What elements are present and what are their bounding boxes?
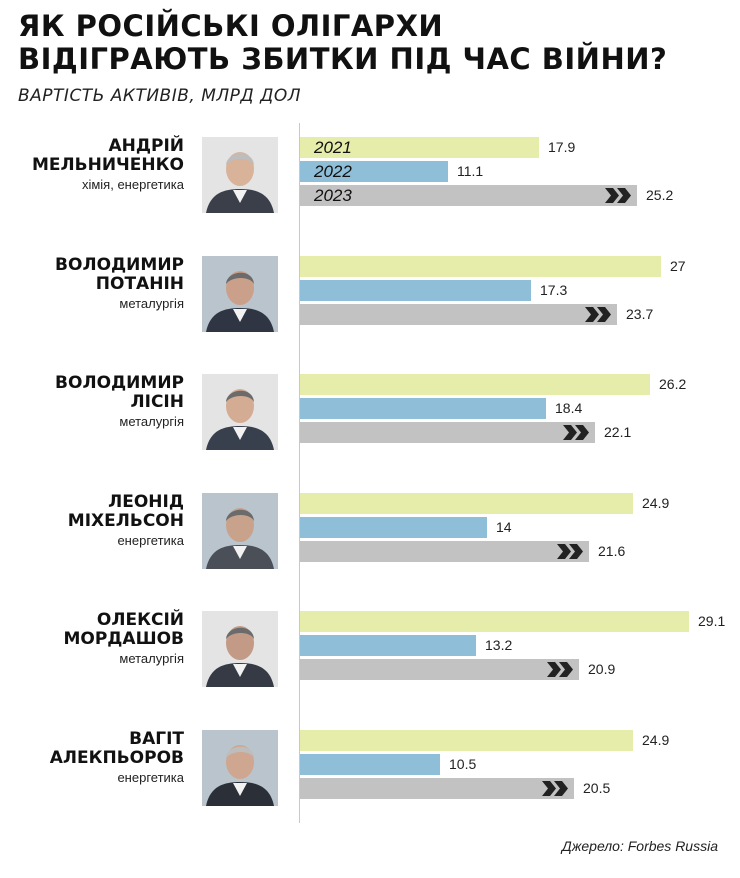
bar-2023 xyxy=(300,303,617,325)
person-name-line2: ЛІСІН xyxy=(130,392,184,412)
oligarch-row: ВОЛОДИМИР ПОТАНІН металургія 27 17.3 23.7 xyxy=(0,254,740,346)
axis-divider xyxy=(299,123,300,823)
person-name-line1: ВОЛОДИМИР xyxy=(55,373,184,393)
value-label-2022: 14 xyxy=(496,518,512,535)
value-label-2023: 25.2 xyxy=(646,187,674,203)
person-sector: енергетика xyxy=(117,532,184,548)
bar-2022 xyxy=(300,516,487,538)
person-name-line1: ВОЛОДИМИР xyxy=(55,254,184,275)
person-sector: металургія xyxy=(119,295,184,311)
double-chevron-icon xyxy=(585,306,611,322)
person-photo xyxy=(202,729,278,806)
bar-2022: 2022 xyxy=(300,161,448,182)
person-name-line1: ЛЕОНІД xyxy=(108,491,184,512)
bar-2021 xyxy=(300,374,650,395)
bar-2022 xyxy=(300,635,476,656)
person-name-line2: МІХЕЛЬСОН xyxy=(67,510,184,531)
value-label-2021: 26.2 xyxy=(659,376,687,392)
oligarch-row: ЛЕОНІД МІХЕЛЬСОН енергетика 24.9 14 21.6 xyxy=(0,491,740,583)
bar-2022 xyxy=(300,753,440,775)
double-chevron-icon xyxy=(563,425,589,440)
value-label-2022: 11.1 xyxy=(457,163,484,179)
double-chevron-icon xyxy=(542,780,568,796)
series-label-2022: 2022 xyxy=(314,162,352,181)
bar-2021 xyxy=(300,729,633,751)
value-label-2023: 22.1 xyxy=(604,424,632,440)
person-photo xyxy=(202,374,278,450)
value-label-2022: 18.4 xyxy=(555,400,583,416)
person-name-line1: ВАГІТ xyxy=(129,728,184,749)
person-info: ВОЛОДИМИР ПОТАНІН металургія xyxy=(4,254,184,311)
person-photo xyxy=(202,255,278,332)
double-chevron-icon xyxy=(605,188,631,203)
value-label-2021: 29.1 xyxy=(698,613,726,629)
bar-2021 xyxy=(300,255,661,277)
value-label-2021: 27 xyxy=(670,257,686,274)
double-chevron-icon xyxy=(547,662,573,677)
oligarch-row: ОЛЕКСІЙ МОРДАШОВ металургія 29.1 13.2 20.9 xyxy=(0,611,740,701)
bar-2023: 2023 xyxy=(300,185,637,206)
double-chevron-icon xyxy=(557,543,583,559)
person-info: АНДРІЙ МЕЛЬНИЧЕНКО хімія, енергетика xyxy=(4,136,184,193)
person-sector: хімія, енергетика xyxy=(81,177,184,192)
chart-title-line1: ЯК РОСІЙСЬКІ ОЛІГАРХИ xyxy=(18,9,444,43)
series-label-2023: 2023 xyxy=(314,186,352,205)
oligarch-row: ВАГІТ АЛЕКПЬОРОВ енергетика 24.9 10.5 20.5 xyxy=(0,728,740,820)
bar-2021 xyxy=(300,492,633,514)
bar-2023 xyxy=(300,777,574,799)
person-info: ОЛЕКСІЙ МОРДАШОВ металургія xyxy=(4,610,184,667)
person-sector: енергетика xyxy=(117,769,184,785)
bar-2021: 2021 xyxy=(300,137,539,158)
person-info: ВОЛОДИМИР ЛІСІН металургія xyxy=(4,373,184,430)
bar-2022 xyxy=(300,279,531,301)
person-name-line1: АНДРІЙ xyxy=(108,136,184,156)
person-name-line2: ПОТАНІН xyxy=(95,273,184,294)
value-label-2022: 17.3 xyxy=(540,281,568,298)
bar-2023 xyxy=(300,659,579,680)
person-photo xyxy=(202,137,278,213)
chart-title-line2: ВІДІГРАЮТЬ ЗБИТКИ ПІД ЧАС ВІЙНИ? xyxy=(18,42,668,76)
value-label-2023: 20.5 xyxy=(583,779,611,796)
bar-2023 xyxy=(300,422,595,443)
person-name-line2: МОРДАШОВ xyxy=(63,629,184,649)
bar-2021 xyxy=(300,611,689,632)
bar-2023 xyxy=(300,540,589,562)
person-name-line2: МЕЛЬНИЧЕНКО xyxy=(32,155,184,175)
source-note: Джерело: Forbes Russia xyxy=(561,838,718,854)
person-info: ЛЕОНІД МІХЕЛЬСОН енергетика xyxy=(4,491,184,548)
oligarch-row: АНДРІЙ МЕЛЬНИЧЕНКО хімія, енергетика 2021 17… xyxy=(0,137,740,227)
person-sector: металургія xyxy=(119,651,184,666)
chart-subtitle: ВАРТІСТЬ АКТИВІВ, МЛРД ДОЛ xyxy=(18,86,302,106)
person-info: ВАГІТ АЛЕКПЬОРОВ енергетика xyxy=(4,728,184,785)
person-photo xyxy=(202,611,278,687)
person-sector: металургія xyxy=(119,414,184,429)
series-label-2021: 2021 xyxy=(314,138,352,157)
value-label-2022: 13.2 xyxy=(485,637,513,653)
value-label-2021: 17.9 xyxy=(548,139,576,155)
person-name-line1: ОЛЕКСІЙ xyxy=(96,610,184,630)
bar-2022 xyxy=(300,398,546,419)
value-label-2023: 20.9 xyxy=(588,661,616,677)
person-name-line2: АЛЕКПЬОРОВ xyxy=(49,747,184,768)
value-label-2023: 21.6 xyxy=(598,542,626,559)
chart-title: ЯК РОСІЙСЬКІ ОЛІГАРХИ ВІДІГРАЮТЬ ЗБИТКИ … xyxy=(18,10,730,76)
value-label-2021: 24.9 xyxy=(642,494,670,511)
oligarch-row: ВОЛОДИМИР ЛІСІН металургія 26.2 18.4 22.1 xyxy=(0,374,740,464)
value-label-2022: 10.5 xyxy=(449,755,477,772)
person-photo xyxy=(202,492,278,569)
value-label-2023: 23.7 xyxy=(626,305,654,322)
value-label-2021: 24.9 xyxy=(642,731,670,748)
